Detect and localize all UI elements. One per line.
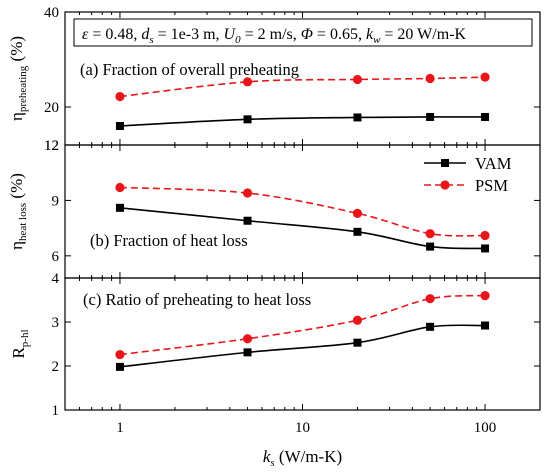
panel-title: (a) Fraction of overall preheating bbox=[80, 60, 299, 79]
y-tick-label: 20 bbox=[44, 100, 59, 116]
series-line-vam bbox=[119, 207, 486, 250]
legend-marker bbox=[441, 159, 449, 167]
data-point-psm bbox=[480, 72, 490, 82]
y-axis-label: ηheat loss (%) bbox=[7, 173, 29, 250]
data-point-vam bbox=[481, 244, 490, 253]
data-point-psm bbox=[425, 229, 435, 239]
y-tick-label: 1 bbox=[52, 403, 60, 419]
parameter-box-frame bbox=[73, 18, 533, 47]
data-point-psm bbox=[115, 349, 125, 360]
data-point-psm bbox=[115, 91, 125, 102]
parameter-box: ε = 0.48, ds = 1e-3 m, U0 = 2 m/s, Φ = 0… bbox=[73, 18, 533, 47]
data-point-vam bbox=[353, 338, 362, 347]
y-tick-label: 12 bbox=[44, 138, 59, 154]
data-point-psm bbox=[480, 291, 490, 301]
series-line-psm bbox=[119, 186, 486, 237]
parameter-text: ε = 0.48, ds = 1e-3 m, U0 = 2 m/s, Φ = 0… bbox=[82, 26, 466, 46]
data-point-psm bbox=[242, 188, 253, 198]
data-point-vam bbox=[426, 322, 435, 331]
y-tick-label: 4 bbox=[52, 271, 60, 287]
panel-c: 1 2 3 4 (c) Ratio of preheating to heat loss… bbox=[9, 271, 541, 419]
legend: VAM PSM bbox=[424, 154, 512, 195]
legend-label: PSM bbox=[475, 176, 508, 195]
panel-b: 6 9 12 (b) Fraction of heat loss ηheat loss … bbox=[7, 138, 541, 279]
data-point-vam bbox=[353, 113, 362, 122]
legend-marker bbox=[440, 180, 450, 190]
panel-a: 12 20 40 (a) Fraction of overall preheating… bbox=[7, 5, 541, 154]
y-tick-label: 12 bbox=[44, 138, 59, 154]
series-line-psm bbox=[119, 294, 486, 356]
data-point-vam bbox=[115, 122, 124, 130]
data-point-psm bbox=[480, 230, 490, 241]
data-point-vam bbox=[243, 216, 252, 225]
series-line-psm bbox=[119, 76, 486, 98]
data-point-psm bbox=[242, 334, 253, 344]
panel-frame bbox=[64, 144, 541, 279]
y-tick-label: 3 bbox=[52, 315, 60, 331]
data-point-vam bbox=[481, 112, 490, 121]
data-point-vam bbox=[426, 112, 435, 121]
y-tick-label: 2 bbox=[52, 359, 60, 375]
data-point-psm bbox=[115, 182, 125, 193]
panel-title: (b) Fraction of heat loss bbox=[90, 231, 248, 250]
y-tick-label: 40 bbox=[44, 5, 59, 21]
data-point-vam bbox=[481, 321, 490, 330]
data-point-psm bbox=[352, 208, 363, 218]
data-point-psm bbox=[352, 315, 363, 325]
data-point-vam bbox=[243, 115, 252, 124]
data-point-psm bbox=[352, 74, 363, 85]
data-point-vam bbox=[426, 242, 435, 251]
data-point-psm bbox=[242, 77, 253, 87]
x-tick-label: 100 bbox=[474, 420, 497, 436]
y-tick-label: 9 bbox=[52, 193, 60, 209]
data-point-psm bbox=[425, 294, 435, 304]
data-point-vam bbox=[115, 362, 124, 371]
panel-title: (c) Ratio of preheating to heat loss bbox=[83, 290, 311, 309]
series-line-vam bbox=[119, 324, 486, 368]
y-axis-label: ηpreheating (%) bbox=[7, 36, 29, 121]
y-axis-label: Rp-hl bbox=[9, 329, 31, 358]
series-line-vam bbox=[119, 116, 486, 127]
y-tick-label: 6 bbox=[52, 249, 60, 265]
x-tick-label: 1 bbox=[116, 420, 124, 436]
data-point-vam bbox=[115, 203, 124, 212]
data-point-vam bbox=[353, 227, 362, 236]
data-point-vam bbox=[243, 348, 252, 357]
x-axis-label: ks (W/m-K) bbox=[263, 447, 342, 469]
data-point-psm bbox=[425, 73, 435, 84]
x-tick-label: 10 bbox=[295, 420, 310, 436]
legend-label: VAM bbox=[475, 154, 512, 173]
